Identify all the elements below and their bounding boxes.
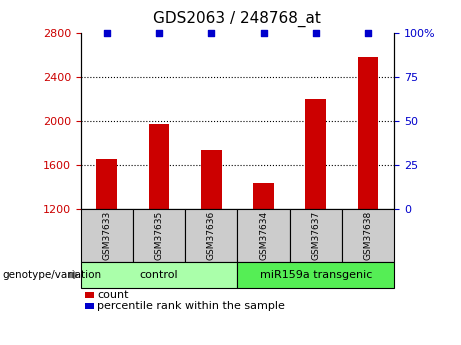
Point [155,30,163,36]
Bar [253,184,274,341]
Text: miR159a transgenic: miR159a transgenic [260,270,372,280]
Text: GSM37638: GSM37638 [364,211,372,260]
Point [312,30,319,36]
Text: genotype/variation: genotype/variation [2,270,101,280]
Bar [201,150,222,341]
Text: GSM37636: GSM37636 [207,211,216,260]
Bar [148,124,170,341]
Text: GSM37633: GSM37633 [102,211,111,260]
Text: control: control [140,270,178,280]
Bar [305,99,326,341]
Point [207,30,215,36]
Text: GDS2063 / 248768_at: GDS2063 / 248768_at [154,10,321,27]
Text: count: count [97,290,129,299]
Point [260,30,267,36]
Text: GSM37634: GSM37634 [259,211,268,260]
Bar [358,57,378,341]
Point [364,30,372,36]
Bar [96,159,117,341]
Text: GSM37637: GSM37637 [311,211,320,260]
Text: GSM37635: GSM37635 [154,211,164,260]
Text: percentile rank within the sample: percentile rank within the sample [97,301,285,311]
Point [103,30,111,36]
